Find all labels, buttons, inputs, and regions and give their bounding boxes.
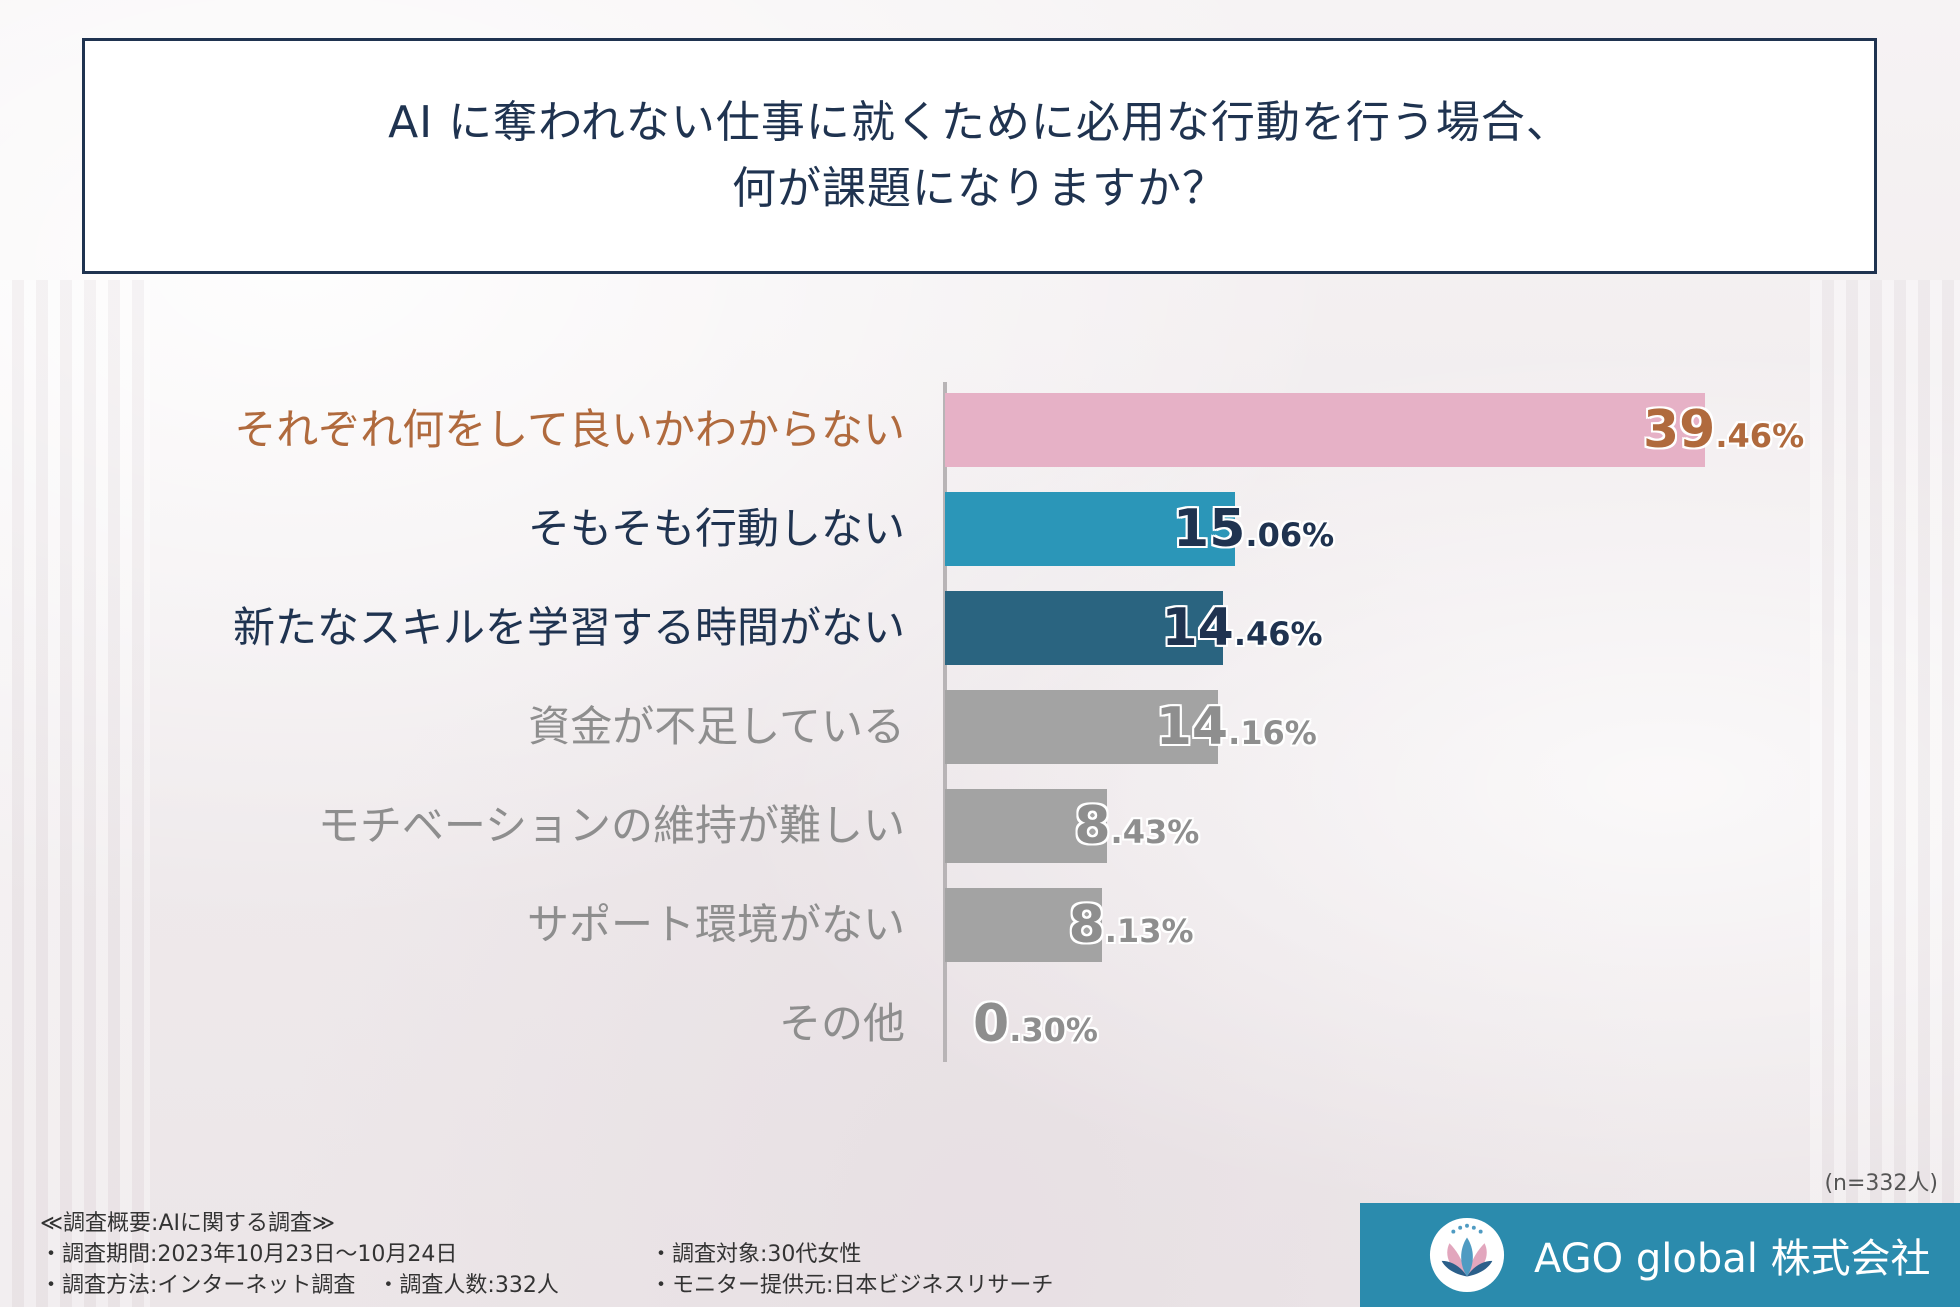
value-label: 15.06%	[1173, 492, 1334, 578]
category-label: 新たなスキルを学習する時間がない	[232, 603, 905, 652]
bar	[945, 393, 1705, 467]
value-label: 0.30%	[973, 987, 1098, 1073]
title-line-1: AI に奪われない仕事に就くために必用な行動を行う場合、	[388, 97, 1571, 148]
summary-period: ・調査期間:2023年10月23日〜10月24日	[40, 1242, 458, 1267]
value-label: 39.46%	[1643, 393, 1804, 479]
survey-summary-2: ・調査対象:30代女性 ・モニター提供元:日本ビジネスリサーチ	[650, 1239, 1053, 1301]
value-label: 14.16%	[1156, 690, 1317, 776]
value-decimal: .46%	[1715, 417, 1805, 455]
curtain-decoration	[1810, 280, 1960, 1307]
bar	[945, 690, 1218, 764]
category-label: それぞれ何をして良いかわからない	[234, 405, 905, 454]
value-decimal: .46%	[1233, 615, 1323, 653]
value-label: 8.43%	[1074, 789, 1199, 875]
value-decimal: .30%	[1009, 1011, 1098, 1049]
summary-provider: ・モニター提供元:日本ビジネスリサーチ	[650, 1273, 1054, 1298]
bar	[945, 888, 1102, 962]
value-decimal: .16%	[1228, 714, 1317, 752]
category-label: モチベーションの維持が難しい	[317, 801, 905, 850]
title-line-2: 何が課題になりますか？	[732, 163, 1227, 214]
sample-size: (n=332人)	[1824, 1171, 1938, 1196]
bar	[945, 789, 1108, 863]
category-label: その他	[778, 999, 905, 1048]
value-integer: 14	[1161, 598, 1234, 658]
bar	[945, 591, 1224, 665]
summary-method: ・調査方法:インターネット調査 ・調査人数:332人	[40, 1273, 559, 1298]
value-integer: 14	[1155, 697, 1229, 757]
bar	[945, 492, 1236, 566]
value-decimal: .06%	[1245, 516, 1335, 554]
category-label: サポート環境がない	[526, 900, 905, 949]
value-integer: 39	[1643, 400, 1716, 460]
survey-summary: ≪調査概要:AIに関する調査≫ ・調査期間:2023年10月23日〜10月24日…	[40, 1208, 559, 1301]
brand-name: AGO global 株式会社	[1534, 1236, 1931, 1282]
summary-heading: ≪調査概要:AIに関する調査≫	[40, 1211, 336, 1236]
curtain-decoration	[0, 280, 150, 1307]
value-integer: 8	[1068, 895, 1105, 955]
value-label: 14.46%	[1161, 591, 1322, 677]
value-integer: 0	[973, 994, 1010, 1054]
lotus-logo-icon	[1429, 1217, 1505, 1293]
value-decimal: .13%	[1104, 912, 1194, 950]
value-decimal: .43%	[1110, 813, 1200, 851]
value-integer: 8	[1074, 796, 1111, 856]
value-label: 8.13%	[1069, 888, 1194, 974]
summary-target: ・調査対象:30代女性	[650, 1242, 862, 1267]
brand-banner: AGO global 株式会社	[1360, 1203, 1960, 1307]
category-label: そもそも行動しない	[527, 504, 905, 553]
value-integer: 15	[1173, 499, 1246, 559]
title-box: AI に奪われない仕事に就くために必用な行動を行う場合、 何が課題になりますか？	[82, 38, 1877, 274]
category-label: 資金が不足している	[528, 702, 905, 751]
